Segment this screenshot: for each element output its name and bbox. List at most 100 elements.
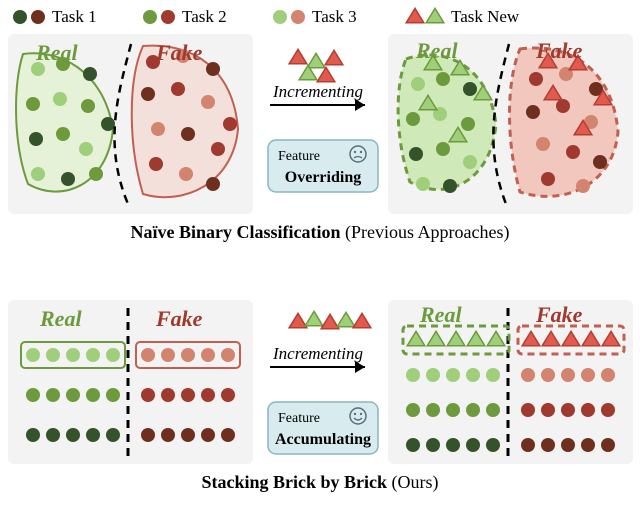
real-label: Real [39,306,82,331]
data-point [46,428,60,442]
data-point [141,348,155,362]
data-point [416,177,430,191]
middle-block: IncrementingFeatureOverriding [268,49,378,192]
real-label: Real [35,40,78,65]
data-point [206,62,220,76]
incrementing-label: Incrementing [272,344,363,363]
data-point [201,95,215,109]
data-point [206,177,220,191]
data-point [201,348,215,362]
data-point [141,388,155,402]
data-point [521,368,535,382]
info-feature-label: Feature [278,149,320,164]
data-point [273,10,287,24]
triangle-marker [307,53,325,67]
data-point [26,428,40,442]
data-point [89,167,103,181]
data-point [446,438,460,452]
data-point [521,403,535,417]
data-point [581,438,595,452]
legend-task2-label: Task 2 [182,7,227,26]
data-point [61,172,75,186]
data-point [409,147,423,161]
fake-label: Fake [535,302,583,327]
data-point [161,388,175,402]
bottom-left-panel: RealFake [8,300,253,464]
caption-bottom: Stacking Brick by Brick (Ours) [201,472,438,493]
triangle-marker [321,314,339,328]
tri-cluster [289,311,371,328]
data-point [53,92,67,106]
legend: Task 1Task 2Task 3Task New [13,7,520,26]
fake-label: Fake [535,38,583,63]
data-point [406,368,420,382]
data-point [581,403,595,417]
data-point [46,388,60,402]
data-point [541,172,555,186]
data-point [466,368,480,382]
data-point [601,403,615,417]
data-point [466,438,480,452]
data-point [536,137,550,151]
data-point [221,388,235,402]
data-point [211,142,225,156]
data-point [529,72,543,86]
data-point [86,428,100,442]
data-point [486,438,500,452]
top-right-panel: Real Fake [388,34,633,214]
data-point [161,348,175,362]
data-point [223,117,237,131]
data-point [66,348,80,362]
data-point [461,117,475,131]
data-point [26,348,40,362]
data-point [426,368,440,382]
middle-block: Incrementing Feature Accumulating [268,311,378,454]
data-point [486,368,500,382]
data-point [443,179,457,193]
data-point [31,167,45,181]
bottom-right-panel: RealFake [388,300,633,464]
legend-task1-label: Task 1 [52,7,97,26]
data-point [221,348,235,362]
data-point [561,403,575,417]
data-point [81,99,95,113]
caption-top: Naïve Binary Classification (Previous Ap… [131,222,510,243]
data-point [426,438,440,452]
real-label: Real [415,38,458,63]
tri-cluster [289,49,343,81]
data-point [86,348,100,362]
data-point [181,428,195,442]
data-point [181,348,195,362]
data-point [486,403,500,417]
data-point [576,179,590,193]
data-point [601,368,615,382]
data-point [179,167,193,181]
data-point [83,67,97,81]
data-point [221,428,235,442]
figure-root: Task 1Task 2Task 3Task NewRealFakeRealFa… [0,0,640,524]
info-feature-label: Feature [278,411,320,426]
data-point [86,388,100,402]
triangle-marker [353,313,371,327]
data-point [406,438,420,452]
info-bold-label: Accumulating [275,431,371,448]
data-point [29,132,43,146]
data-point [426,403,440,417]
data-point [411,77,425,91]
data-point [171,82,185,96]
data-point [141,87,155,101]
data-point [151,122,165,136]
data-point [149,157,163,171]
triangle-marker [337,312,355,326]
data-point [406,403,420,417]
data-point [201,428,215,442]
incrementing-label: Incrementing [272,82,363,101]
data-point [556,99,570,113]
data-point [601,438,615,452]
data-point [521,438,535,452]
legend-tasknew-label: Task New [451,7,520,26]
triangle-marker [289,313,307,327]
data-point [161,10,175,24]
data-point [141,428,155,442]
data-point [446,368,460,382]
